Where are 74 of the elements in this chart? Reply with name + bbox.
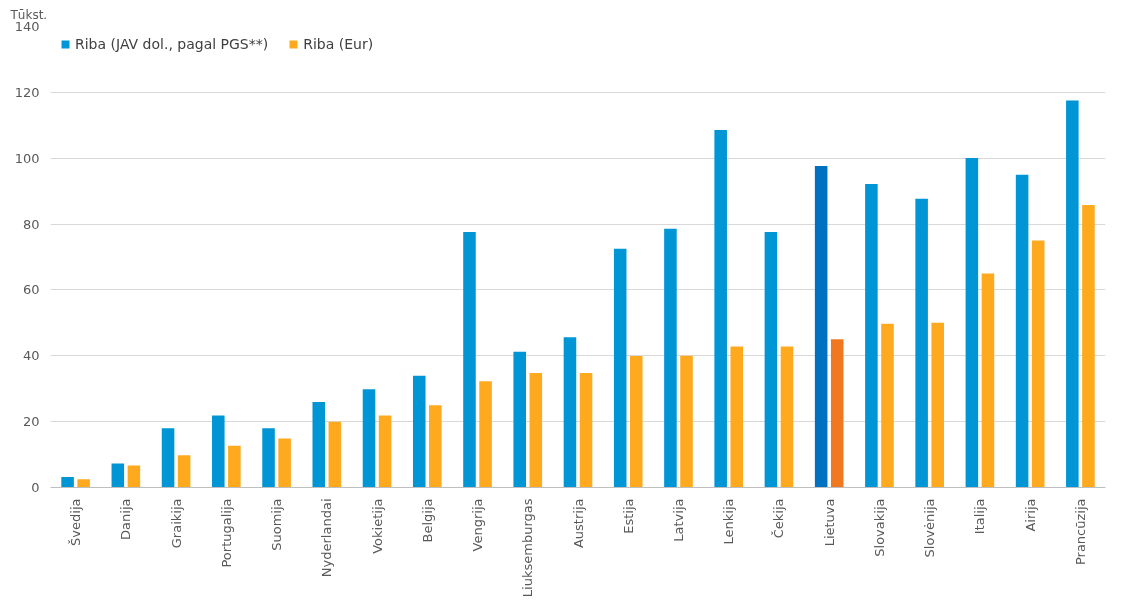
bar: [513, 351, 526, 488]
bar: [262, 428, 275, 488]
bar: [463, 231, 476, 488]
bar: [278, 438, 291, 488]
bar: [680, 355, 693, 488]
bar: [981, 273, 995, 488]
bar: [1066, 100, 1079, 488]
bar: [328, 421, 342, 488]
x-tick-label: Slovėnija: [922, 498, 938, 558]
bar: [111, 463, 125, 488]
legend-label: Riba (JAV dol., pagal PGS**): [75, 36, 269, 52]
y-tick-label: 20: [22, 414, 40, 430]
bar: [479, 381, 492, 488]
bar: [780, 346, 794, 488]
y-tick-label: 80: [22, 216, 40, 232]
bar: [312, 401, 326, 488]
y-tick-label: 40: [22, 348, 40, 364]
x-tick-label: Vokietija: [369, 498, 385, 554]
legend-label: Riba (Eur): [303, 36, 374, 52]
bar: [814, 166, 828, 488]
bar: [412, 375, 426, 488]
y-tick-label: 140: [14, 19, 40, 34]
x-tick-label: Čekija: [771, 498, 787, 539]
bar: [931, 322, 944, 488]
bar: [1031, 240, 1045, 488]
bar: [362, 389, 376, 488]
y-tick-label: 60: [22, 282, 40, 298]
x-tick-label: Švedija: [68, 498, 84, 546]
bar: [579, 372, 593, 488]
x-tick-label: Latvija: [670, 498, 686, 542]
bar: [77, 479, 90, 488]
x-tick-label: Austrija: [570, 498, 586, 549]
bar: [881, 323, 894, 488]
bar: [61, 476, 74, 488]
x-tick-label: Slovakija: [871, 498, 887, 557]
x-tick-label: Vengrija: [470, 498, 486, 552]
bar: [865, 183, 878, 488]
y-tick-label: 120: [14, 84, 40, 100]
x-tick-label: Estija: [620, 498, 636, 534]
x-tick-label: Lenkija: [721, 498, 737, 545]
y-tick-label: 100: [14, 150, 40, 166]
bar: [378, 415, 392, 488]
bar: [161, 428, 175, 488]
bar: [177, 455, 191, 488]
bar: [730, 346, 744, 488]
x-tick-label: Nyderlandai: [319, 498, 335, 578]
bar: [228, 445, 241, 488]
x-tick-label: Lietuva: [821, 498, 837, 547]
bar: [529, 372, 543, 488]
bar: [212, 415, 225, 488]
bar: [630, 356, 643, 488]
x-tick-label: Italija: [972, 498, 988, 535]
y-axis-title: Tūkst.: [9, 7, 48, 22]
x-tick-label: Danija: [118, 498, 134, 540]
bar: [965, 157, 979, 488]
bar: [714, 129, 727, 488]
x-tick-label: Suomija: [269, 498, 285, 551]
bar: [764, 231, 778, 488]
bar: [127, 465, 141, 488]
bar: [613, 248, 627, 488]
x-tick-label: Belgija: [419, 498, 435, 543]
bar: [830, 339, 844, 488]
bar: [1015, 174, 1029, 488]
bar: [1082, 204, 1095, 488]
y-tick-label: 0: [31, 480, 40, 495]
bar: [915, 198, 928, 488]
x-tick-label: Liuksemburgas: [520, 498, 536, 598]
x-tick-label: Graikija: [168, 498, 184, 549]
x-tick-label: Airija: [1022, 498, 1038, 532]
bar: [664, 228, 677, 488]
bar: [563, 337, 577, 488]
x-tick-label: Portugalija: [218, 498, 234, 568]
bar: [429, 405, 442, 488]
x-tick-label: Prancūzija: [1072, 498, 1088, 566]
